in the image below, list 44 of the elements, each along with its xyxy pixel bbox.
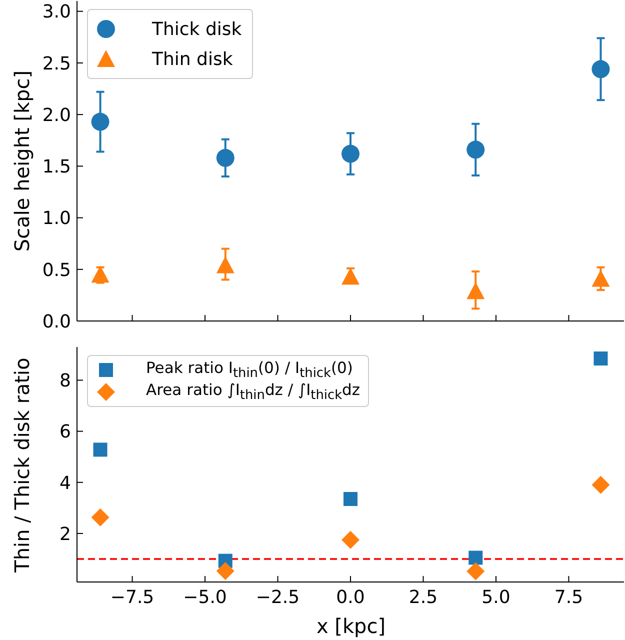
y-tick-label: 1.0 <box>42 208 71 230</box>
point <box>91 508 110 526</box>
point <box>216 256 234 274</box>
point <box>344 492 358 506</box>
legend-label: Thin disk <box>152 48 233 70</box>
point <box>592 270 610 287</box>
point <box>342 268 360 285</box>
point <box>216 148 234 167</box>
point <box>216 562 234 580</box>
point <box>342 144 360 163</box>
point <box>592 60 610 78</box>
y-tick-label: 2.5 <box>42 53 71 74</box>
point <box>468 550 483 565</box>
x-tick-label: −7.5 <box>110 586 154 608</box>
x-tick-label: 0.0 <box>336 586 365 608</box>
point <box>342 530 360 549</box>
y-tick-label: 3.0 <box>42 2 71 23</box>
y-tick-label: 0.5 <box>42 260 71 281</box>
legend-label: Thick disk <box>152 18 242 40</box>
point <box>91 266 110 283</box>
y-tick-label: 1.5 <box>42 156 71 178</box>
point <box>466 140 485 159</box>
y-tick-label: 6 <box>60 422 71 443</box>
legend-label: Peak ratio I$_{thin}$(0) / I$_{thick}$(0) <box>146 358 353 382</box>
x-axis-title: x [kpc] <box>316 614 386 638</box>
point <box>466 562 485 580</box>
x-tick-label: 7.5 <box>554 586 584 608</box>
y-tick-label: 2.0 <box>42 104 71 126</box>
y-tick-label: 0.0 <box>42 311 71 332</box>
y-tick-label: 4 <box>60 472 71 494</box>
x-tick-label: 5.0 <box>482 586 510 608</box>
y-tick-label: 8 <box>60 370 71 392</box>
point <box>594 351 608 366</box>
point <box>93 442 108 457</box>
y-tick-label: 2 <box>60 524 71 545</box>
x-tick-label: 2.5 <box>408 586 438 608</box>
x-tick-label: −5.0 <box>183 586 227 608</box>
point <box>466 282 485 300</box>
y-axis-title: Thin / Thick disk ratio <box>10 357 34 572</box>
point <box>91 112 110 131</box>
point <box>592 476 610 494</box>
legend-label: Area ratio ∫I$_{thin}$dz / ∫I$_{thick}$dz <box>146 380 360 404</box>
y-axis-title: Scale height [kpc] <box>10 70 34 252</box>
x-tick-label: −2.5 <box>256 586 300 608</box>
